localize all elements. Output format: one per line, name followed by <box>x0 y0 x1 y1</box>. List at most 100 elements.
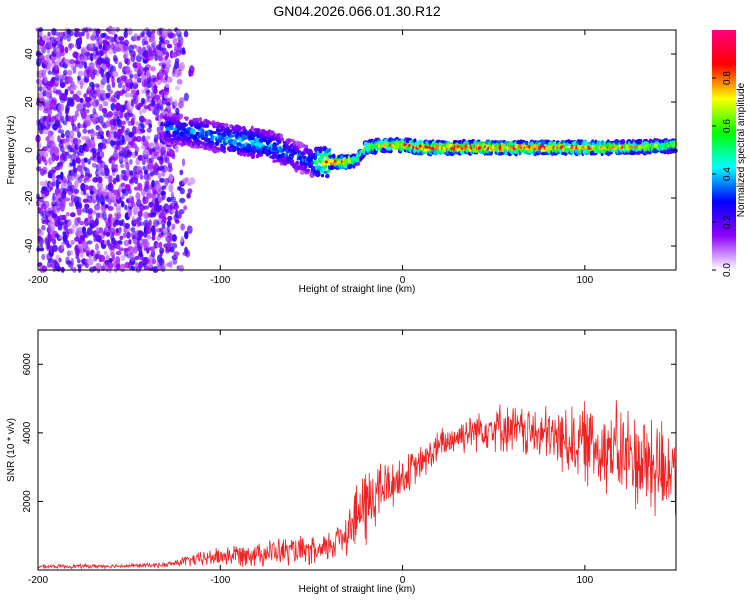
noise-cell <box>68 227 75 235</box>
noise-cell <box>171 234 177 242</box>
noise-cell <box>70 239 75 245</box>
noise-cell <box>57 135 61 143</box>
noise-cell <box>99 254 106 262</box>
noise-cell <box>68 43 75 49</box>
noise-cell <box>158 227 164 233</box>
noise-cell <box>71 84 78 90</box>
ridge-cell <box>648 138 653 144</box>
noise-cell <box>96 250 101 255</box>
noise-cell <box>97 176 103 184</box>
colorbar-gradient <box>712 30 736 270</box>
noise-cell <box>157 172 162 180</box>
spectrogram-x-ticks: -200 -100 0 100 <box>28 30 594 286</box>
noise-cell <box>51 76 56 83</box>
noise-cell <box>44 159 48 166</box>
ridge-cell <box>269 130 275 137</box>
ridge-cell <box>236 142 242 146</box>
ridge-cell <box>673 141 678 147</box>
ridge-cell <box>279 133 283 139</box>
noise-cell <box>146 69 151 79</box>
noise-cell <box>69 59 76 65</box>
noise-cell <box>162 47 167 55</box>
noise-cell <box>179 197 186 204</box>
snr-series-line <box>37 399 676 570</box>
noise-cell <box>66 243 72 248</box>
noise-cell <box>86 31 90 40</box>
noise-cell <box>184 246 188 255</box>
noise-cell <box>183 92 189 102</box>
noise-cell <box>122 232 128 239</box>
noise-cell <box>58 103 65 112</box>
noise-cell <box>143 35 148 42</box>
noise-cell <box>169 233 173 242</box>
noise-cell <box>112 70 119 78</box>
noise-cell <box>103 250 108 256</box>
noise-cell <box>77 131 81 139</box>
noise-cell <box>128 112 134 118</box>
noise-cell <box>166 225 170 233</box>
x-tick-label: -200 <box>28 575 48 586</box>
noise-cell <box>47 70 52 75</box>
ridge-cell <box>259 153 264 157</box>
noise-cell <box>171 223 176 230</box>
noise-cell <box>171 242 178 249</box>
noise-cell <box>64 197 71 202</box>
noise-cell <box>186 225 193 234</box>
ridge-cell <box>387 146 392 151</box>
noise-cell <box>135 146 140 152</box>
noise-cell <box>64 46 69 54</box>
noise-cell <box>39 247 45 252</box>
ridge-cell <box>329 164 335 170</box>
noise-cell <box>111 26 116 36</box>
noise-cell <box>41 253 46 261</box>
noise-cell <box>95 262 102 269</box>
noise-cell <box>156 103 161 112</box>
noise-cell <box>140 97 146 105</box>
noise-cell <box>77 70 84 77</box>
ridge-cell <box>210 134 214 140</box>
noise-cell <box>143 140 149 147</box>
noise-cell <box>58 129 65 134</box>
ridge-cell <box>541 139 545 146</box>
noise-cell <box>140 188 146 196</box>
noise-cell <box>136 35 141 41</box>
noise-cell <box>170 32 177 38</box>
ridge-cell <box>273 159 279 163</box>
noise-cell <box>171 255 178 260</box>
noise-cell <box>174 200 178 207</box>
figure-title: GN04.2026.066.01.30.R12 <box>273 3 441 19</box>
noise-cell <box>135 135 142 143</box>
noise-cell <box>137 182 143 192</box>
noise-cell <box>54 114 59 123</box>
noise-cell <box>109 193 115 200</box>
noise-cell <box>158 241 163 249</box>
noise-cell <box>64 88 69 96</box>
noise-cell <box>76 103 83 112</box>
noise-cell <box>56 265 62 272</box>
noise-cell <box>76 207 82 216</box>
noise-cell <box>75 255 80 260</box>
noise-cell <box>55 89 62 95</box>
noise-cell <box>77 158 81 165</box>
noise-cell <box>59 44 65 54</box>
noise-cell <box>112 54 118 62</box>
noise-cell <box>179 169 184 176</box>
noise-cell <box>69 90 74 95</box>
noise-cell <box>84 246 91 254</box>
noise-cell <box>151 193 157 201</box>
noise-cell <box>50 130 54 136</box>
y-tick-label: 6000 <box>22 353 33 376</box>
noise-cell <box>75 95 81 103</box>
x-tick-label: 0 <box>400 275 406 286</box>
noise-cell <box>36 166 42 172</box>
noise-cell <box>142 165 146 171</box>
noise-cell <box>115 204 122 211</box>
x-tick-label: -200 <box>28 275 48 286</box>
noise-cell <box>173 251 180 257</box>
noise-cell <box>52 244 58 253</box>
noise-cell <box>121 193 125 200</box>
noise-cell <box>188 177 196 185</box>
noise-cell <box>69 250 74 256</box>
noise-cell <box>96 155 102 161</box>
noise-cell <box>146 234 152 240</box>
